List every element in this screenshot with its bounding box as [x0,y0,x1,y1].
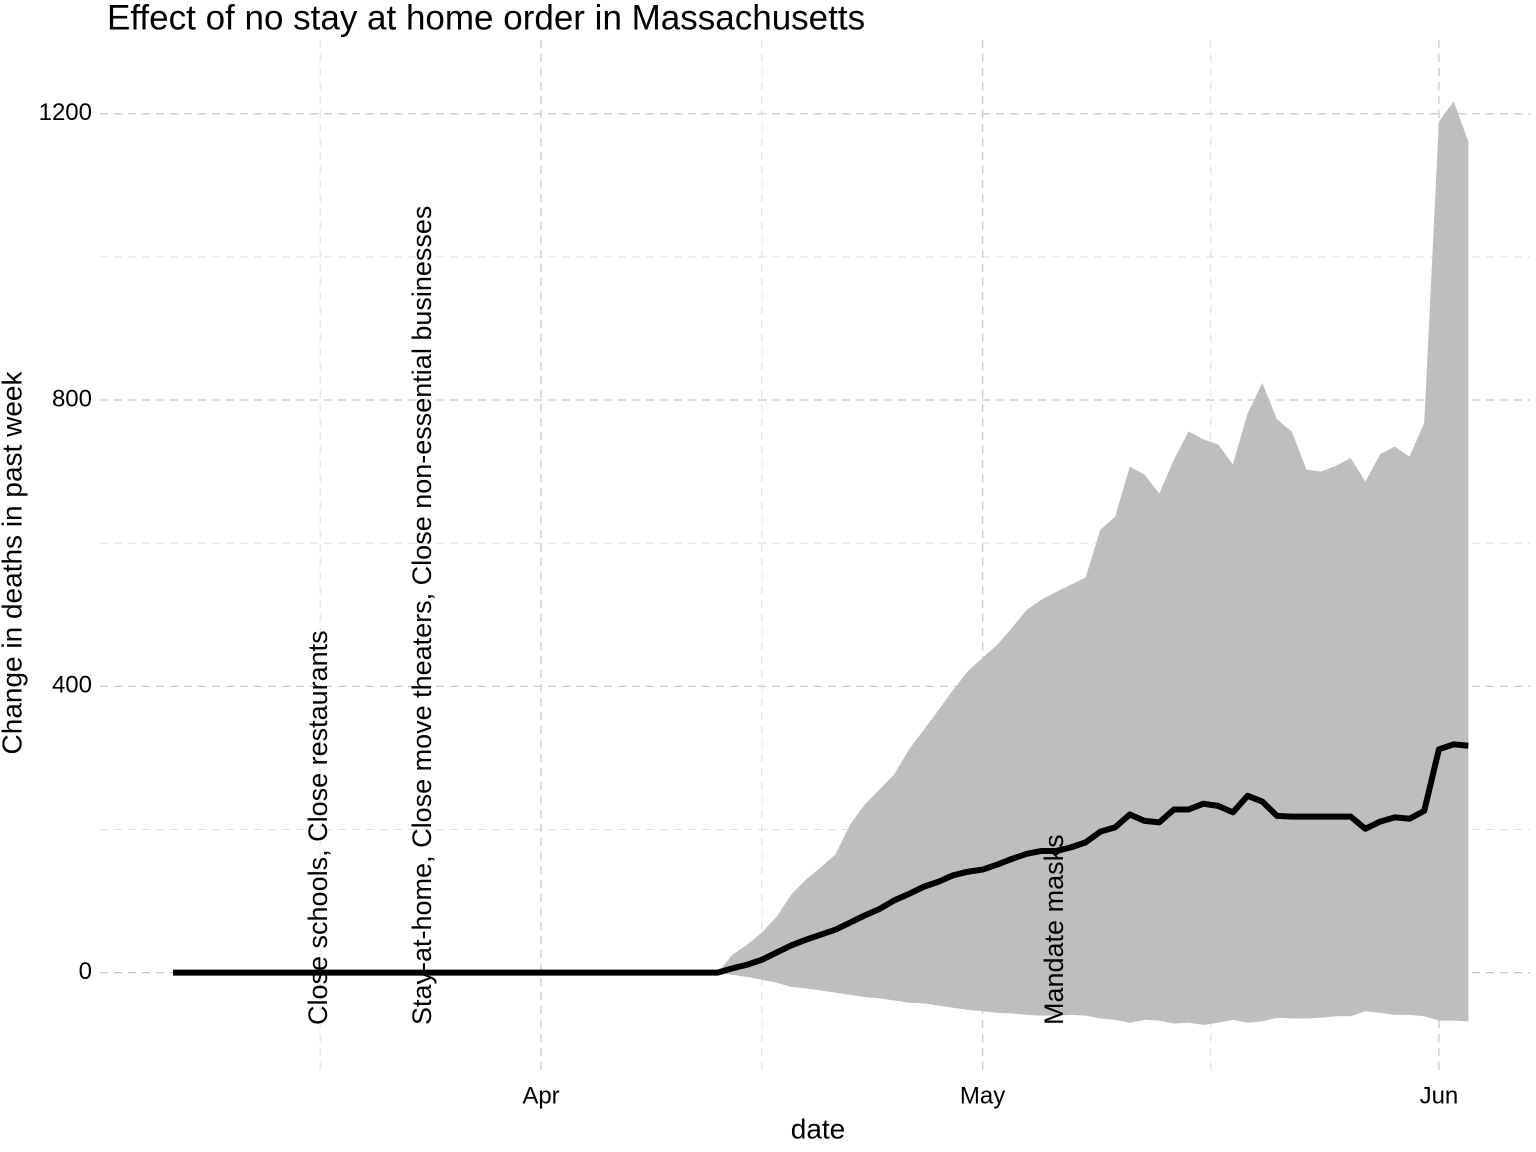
y-axis-title: Change in deaths in past week [0,371,27,755]
marks [173,101,1469,1025]
x-axis-title: date [791,1113,846,1144]
chart-title: Effect of no stay at home order in Massa… [107,0,865,37]
x-tick-label: Apr [522,1082,559,1109]
annotation: Stay-at-home, Close move theaters, Close… [407,206,437,1025]
x-tick-label: Jun [1420,1082,1459,1109]
annotation: Mandate masks [1039,834,1069,1025]
labels: 0 400 800 1200 Apr May Jun Close schools, Close… [39,99,1459,1109]
y-tick-label: 0 [79,958,92,985]
y-tick-label: 800 [52,385,92,412]
x-tick-label: May [960,1082,1005,1109]
y-tick-label: 400 [52,672,92,699]
y-tick-label: 1200 [39,99,92,126]
line [173,741,1469,976]
annotation: Close schools, Close restaurants [303,630,333,1025]
confidence-band [717,101,1469,1025]
